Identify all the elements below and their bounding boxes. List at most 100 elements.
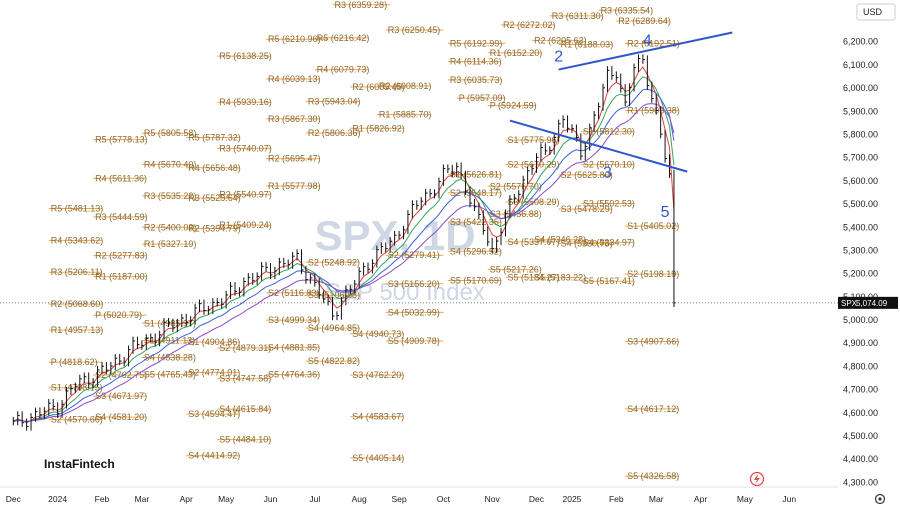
last-price-value: 5,074.09 (856, 299, 888, 308)
y-tick-label: 4,800.00 (843, 361, 878, 371)
moving-averages (13, 66, 675, 424)
pivot-label: S3 (4747.58) (219, 374, 271, 384)
pivot-label: S3 (4762.20) (352, 370, 404, 380)
x-tick-label: Dec (6, 494, 22, 504)
pivot-label: S3 (5478.29) (561, 204, 613, 214)
pivot-label: R2 (5695.47) (268, 154, 321, 164)
pivot-label: S4 (4940.73) (352, 329, 404, 339)
pivot-label: R3 (6035.73) (450, 75, 503, 85)
pivot-label: S5 (5183.22) (534, 273, 586, 283)
pivot-label: S3 (5422.35) (450, 217, 502, 227)
pivot-label: R5 (5805.58) (144, 128, 197, 138)
ma-green-line (13, 76, 675, 423)
pivot-label: S5 (4484.10) (219, 435, 271, 445)
x-tick-label: Feb (609, 494, 624, 504)
pivot-label: R2 (5806.36) (308, 128, 361, 138)
pivot-label: S4 (4583.67) (352, 412, 404, 422)
pivot-label: S3 (5502.53) (583, 198, 635, 208)
pivot-label: S2 (5116.83) (268, 288, 319, 298)
x-tick-label: Jul (309, 494, 320, 504)
pivot-label: S2 (4762.75) (95, 370, 147, 380)
pivot-label: R1 (6152.20) (490, 48, 543, 58)
pivot-label: S2 (4774.01) (188, 367, 240, 377)
price-series (12, 54, 676, 431)
wave-label: 4 (643, 32, 652, 49)
y-tick-label: 6,100.00 (843, 60, 878, 70)
pivot-label: R3 (5867.30) (268, 114, 321, 124)
ma-red-line (13, 66, 675, 424)
pivot-label: R1 (5187.00) (95, 272, 148, 282)
pivot-label: S2 (5576.70) (490, 181, 542, 191)
pivot-label: S5 (5170.69) (450, 275, 502, 285)
settings-icon[interactable] (874, 493, 886, 505)
y-tick-label: 5,300.00 (843, 245, 878, 255)
y-tick-label: 5,400.00 (843, 222, 878, 232)
ma-purple-line (13, 103, 675, 422)
currency-button[interactable]: USD (856, 3, 896, 21)
wave-annotations: 2 3 4 5 (509, 31, 733, 221)
pivot-label: S4 (4881.85) (268, 342, 320, 352)
last-price-symbol: SPX (841, 299, 858, 308)
y-tick-label: 4,600.00 (843, 408, 878, 418)
x-tick-label: Jun (782, 494, 796, 504)
pivot-label: P (5924.59) (490, 101, 537, 111)
brand-text: InstaFintech (44, 457, 115, 471)
pivot-label: R4 (5670.40) (144, 160, 197, 170)
x-tick-label: Oct (437, 494, 451, 504)
pivot-label: P (5957.09) (459, 93, 506, 103)
x-tick-label: Jun (264, 494, 278, 504)
y-tick-label: 5,500.00 (843, 199, 878, 209)
y-tick-label: 4,500.00 (843, 431, 878, 441)
pivot-label: R5 (6192.99) (450, 38, 503, 48)
x-tick-label: 2024 (48, 494, 67, 504)
pivot-label: S3 (4999.34) (268, 315, 320, 325)
pivot-label: S1 (4911.13) (144, 336, 195, 346)
pivot-label: R3 (6311.30) (552, 11, 604, 21)
last-price-badge (838, 296, 898, 309)
pivot-label: R1 (4957.13) (51, 325, 104, 335)
pivot-label: S4 (5346.28) (534, 235, 586, 245)
pivot-label: R1 (5885.70) (379, 110, 432, 120)
y-tick-label: 6,200.00 (843, 37, 878, 47)
pivot-label: S1 (5775.96) (507, 135, 559, 145)
pivot-label: R2 (6192.51) (627, 38, 680, 48)
pivot-label: R3 (6250.45) (388, 25, 441, 35)
pivot-label: R2 (5394.79) (188, 223, 241, 233)
pivot-label: S5 (4764.36) (268, 370, 320, 380)
pivot-label: S3 (4594.47) (188, 409, 240, 419)
lightning-icon[interactable] (749, 471, 765, 487)
pivot-label: S4 (4964.85) (308, 323, 360, 333)
pivot-label: S1 (4708.15) (51, 383, 103, 393)
pivot-label: S2 (5248.92) (308, 257, 360, 267)
pivot-label: S3 (4907.66) (627, 336, 679, 346)
pivot-label: S2 (5279.41) (388, 250, 440, 260)
pivot-label: S5 (4822.82) (308, 356, 360, 366)
pivot-label: S4 (5032.99) (388, 307, 440, 317)
pivot-label: S5 (4405.14) (352, 453, 404, 463)
y-tick-label: 5,600.00 (843, 176, 878, 186)
pivot-label: R3 (5206.11) (51, 267, 103, 277)
x-tick-label: Aug (352, 494, 367, 504)
pivot-label: R1 (5409.24) (219, 220, 272, 230)
pivot-label: S4 (4838.28) (144, 353, 196, 363)
upper-trendline (558, 31, 733, 71)
x-tick-label: Nov (485, 494, 501, 504)
pivot-label: S4 (4615.84) (219, 404, 271, 414)
y-tick-label: 5,800.00 (843, 130, 878, 140)
pivot-label: S2 (4879.31) (219, 343, 271, 353)
pivot-label: S4 (5296.52) (450, 246, 502, 256)
pivot-label: S3 (4671.97) (95, 391, 147, 401)
currency-label[interactable]: USD (863, 7, 883, 17)
pivot-label: S2 (5670.10) (583, 160, 635, 170)
x-tick-label: Feb (95, 494, 110, 504)
pivot-label: R3 (6335.54) (601, 5, 654, 15)
pivot-label: R2 (6272.02) (503, 20, 556, 30)
y-axis: 4,300.00 4,400.00 4,500.00 4,600.00 4,700.00… (843, 37, 878, 488)
wave-label: 5 (661, 204, 670, 221)
brand-logo: InstaFintech (44, 457, 115, 471)
y-tick-label: 5,100.00 (843, 292, 878, 302)
pivot-label: R5 (6138.25) (219, 51, 272, 61)
x-tick-label: 2025 (563, 494, 582, 504)
